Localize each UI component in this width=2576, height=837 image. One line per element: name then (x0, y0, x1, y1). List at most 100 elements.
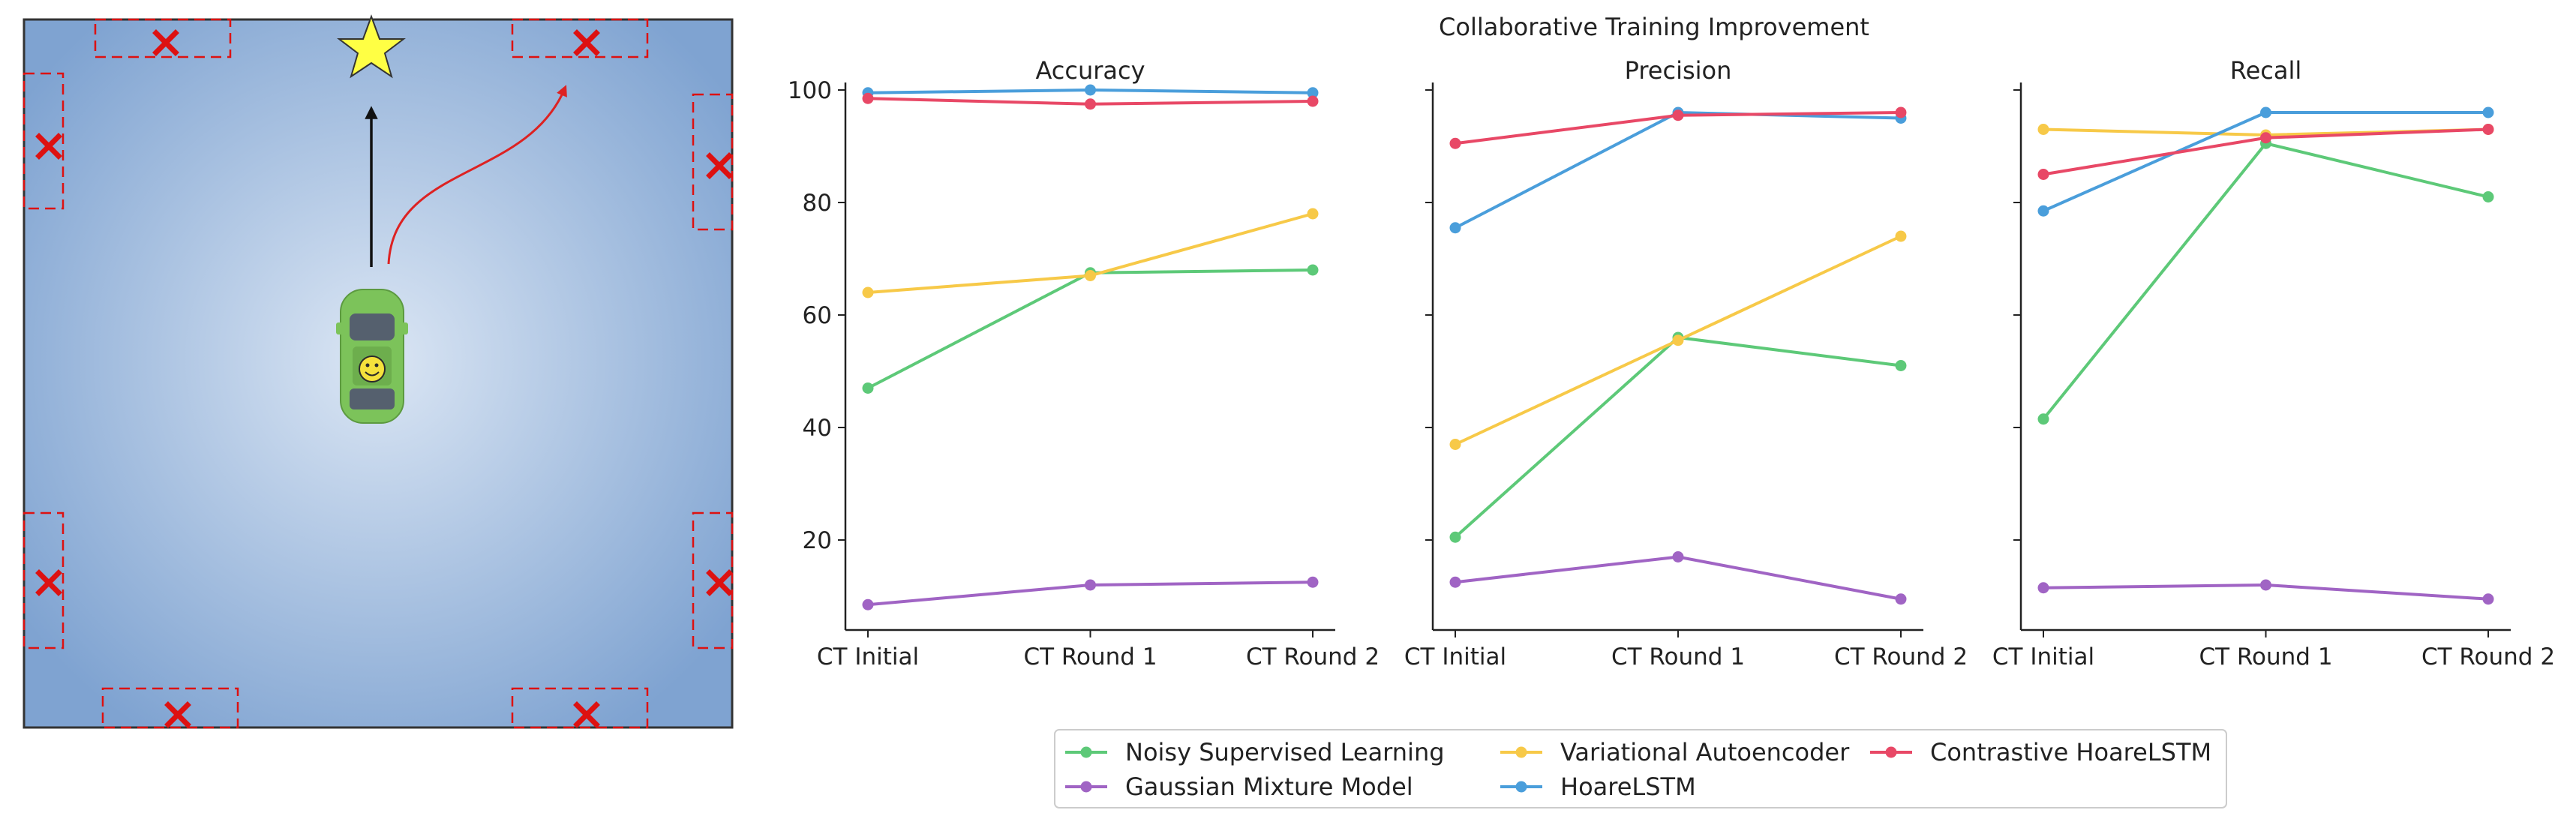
x-tick-label: CT Round 1 (1023, 644, 1157, 670)
x-mark-icon (35, 569, 62, 596)
x-mark-icon (152, 29, 179, 56)
data-point-variational-autoencoder (1307, 208, 1319, 220)
legend-item-hoarelstm: HoareLSTM (1500, 772, 1696, 801)
legend-label: Variational Autoencoder (1560, 738, 1850, 766)
data-point-gaussian-mixture-model (2260, 579, 2271, 591)
data-point-noisy-supervised-learning (1895, 360, 1907, 371)
x-tick-label: CT Round 2 (1834, 644, 1968, 670)
legend-swatch-marker (1885, 746, 1897, 758)
data-point-contrastive-hoarelstm (1085, 98, 1096, 110)
data-point-gaussian-mixture-model (1307, 576, 1319, 588)
data-point-variational-autoencoder (1449, 439, 1461, 450)
panel-title: Precision (1625, 56, 1732, 85)
series-line-hoarelstm (1455, 110, 1902, 230)
data-point-hoarelstm (2260, 106, 2271, 118)
data-point-contrastive-hoarelstm (1895, 106, 1907, 118)
series-line-noisy-supervised-learning (1454, 335, 1902, 538)
data-point-noisy-supervised-learning (2037, 413, 2049, 425)
legend-swatch-marker (1515, 781, 1527, 793)
y-tick-label: 100 (788, 77, 832, 104)
data-point-variational-autoencoder (1085, 270, 1096, 281)
data-point-contrastive-hoarelstm (1449, 137, 1461, 149)
data-point-gaussian-mixture-model (1449, 576, 1461, 588)
legend-swatch-marker (1080, 746, 1092, 758)
hazard-zone-bottom-right (511, 687, 649, 729)
hazard-zone-right-upper (692, 93, 734, 231)
data-point-hoarelstm (1307, 87, 1319, 99)
data-point-noisy-supervised-learning (862, 382, 874, 394)
x-mark-icon (706, 569, 733, 596)
x-tick-label: CT Initial (1992, 644, 2094, 670)
hazard-zone-left-lower (23, 512, 65, 650)
y-tick-label: 40 (803, 415, 832, 442)
data-point-contrastive-hoarelstm (2260, 132, 2271, 144)
x-tick-label: CT Initial (1404, 644, 1506, 670)
data-point-variational-autoencoder (1895, 230, 1907, 242)
x-tick-label: CT Round 2 (1246, 644, 1380, 670)
panel-title: Accuracy (1035, 56, 1145, 85)
data-point-hoarelstm (1085, 84, 1096, 96)
x-mark-icon (706, 152, 733, 179)
data-point-variational-autoencoder (1672, 334, 1684, 346)
data-point-hoarelstm (2037, 205, 2049, 217)
legend-item-noisy-supervised-learning: Noisy Supervised Learning (1065, 738, 1445, 766)
hazard-zone-top-left (94, 18, 232, 58)
data-point-noisy-supervised-learning (1307, 264, 1319, 276)
hazard-zone-bottom-left (101, 687, 239, 729)
data-point-hoarelstm (1449, 222, 1461, 234)
data-point-hoarelstm (2482, 106, 2494, 118)
x-mark-icon (35, 133, 62, 160)
data-point-variational-autoencoder (862, 286, 874, 298)
panel-recall: Recall CT Initial CT Round 1 CT Round 2 (1992, 56, 2555, 670)
car-icon (336, 289, 408, 424)
legend-item-contrastive-hoarelstm: Contrastive HoareLSTM (1870, 738, 2211, 766)
x-tick-label: CT Initial (817, 644, 919, 670)
x-mark-icon (164, 701, 191, 728)
panel-title: Recall (2230, 56, 2301, 85)
data-point-contrastive-hoarelstm (2037, 169, 2049, 180)
x-mark-icon (573, 29, 600, 56)
chart-legend: Noisy Supervised Learning Gaussian Mixtur… (1054, 729, 2227, 808)
data-point-contrastive-hoarelstm (2482, 124, 2494, 135)
series-line-hoarelstm (2043, 111, 2488, 213)
data-point-noisy-supervised-learning (1449, 531, 1461, 543)
data-point-noisy-supervised-learning (2482, 191, 2494, 202)
legend-label: HoareLSTM (1560, 772, 1696, 801)
legend-label: Gaussian Mixture Model (1125, 772, 1413, 801)
data-point-gaussian-mixture-model (2037, 582, 2049, 594)
series-line-gaussian-mixture-model (1455, 555, 1902, 601)
legend-item-gaussian-mixture-model: Gaussian Mixture Model (1065, 772, 1413, 801)
y-tick-label: 60 (803, 302, 832, 329)
hazard-zone-top-right (511, 18, 649, 58)
data-point-gaussian-mixture-model (1672, 551, 1684, 562)
panel-precision: Precision CT Initial CT Round 1 CT Round 2 (1404, 56, 1968, 670)
figure-suptitle: Collaborative Training Improvement (1439, 13, 1869, 41)
data-point-gaussian-mixture-model (2482, 593, 2494, 605)
panel-accuracy: Accuracy 20 40 60 80 100 CT Initial CT Round 1 C… (788, 56, 1380, 670)
legend-frame (1054, 729, 2227, 808)
data-point-contrastive-hoarelstm (1672, 110, 1684, 122)
chart-panels: Accuracy 20 40 60 80 100 CT Initial CT Round 1 C… (788, 56, 2555, 670)
curved-arrow (387, 85, 567, 265)
legend-swatch-marker (1080, 781, 1092, 793)
data-point-gaussian-mixture-model (1895, 593, 1907, 605)
hazard-zone-right-lower (692, 512, 734, 650)
data-point-gaussian-mixture-model (1085, 579, 1096, 591)
smiley-face-icon (359, 356, 386, 382)
legend-item-variational-autoencoder: Variational Autoencoder (1500, 738, 1850, 766)
x-tick-label: CT Round 1 (1611, 644, 1745, 670)
legend-swatch-marker (1515, 746, 1527, 758)
y-tick-label: 20 (803, 527, 832, 554)
series-line-noisy-supervised-learning (2042, 142, 2489, 421)
data-point-contrastive-hoarelstm (862, 92, 874, 104)
data-point-variational-autoencoder (2037, 124, 2049, 135)
x-tick-label: CT Round 1 (2199, 644, 2332, 670)
hazard-zone-left-upper (23, 72, 65, 210)
legend-label: Noisy Supervised Learning (1125, 738, 1445, 766)
data-point-gaussian-mixture-model (862, 598, 874, 610)
driving-scene (23, 14, 734, 729)
y-tick-label: 80 (803, 190, 832, 217)
x-tick-label: CT Round 2 (2421, 644, 2555, 670)
legend-label: Contrastive HoareLSTM (1930, 738, 2211, 766)
